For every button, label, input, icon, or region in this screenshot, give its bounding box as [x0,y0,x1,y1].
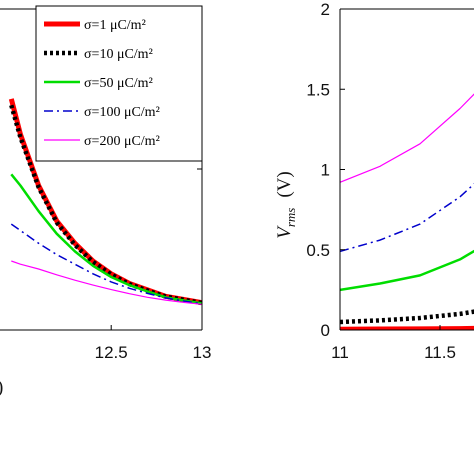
right-series-line-1 [340,325,474,330]
right-y-tick-label: 0 [321,321,330,340]
left-x-tick-label: 12.5 [95,343,128,362]
right-y-axis-label: Vrms (V) [274,171,298,239]
left-x-tick-label: 13 [193,343,212,362]
left-series-lines [8,98,202,306]
right-series-line-2 [340,309,474,325]
y-axis-label-symbol: V [274,225,295,239]
legend-items: σ=1 μC/m² σ=10 μC/m² σ=50 μC/m² σ=100 μC/m²… [44,18,160,149]
right-y-tick-label: 1.5 [306,80,330,99]
left-x-label-fragment: ) [0,377,3,398]
right-x-tick-label: 11.5 [424,343,456,362]
legend-label-1: σ=1 μC/m² [84,18,146,33]
legend-label-4: σ=100 μC/m² [84,105,160,120]
legend-label-3: σ=50 μC/m² [84,76,153,91]
legend-label-2: σ=10 μC/m² [84,47,153,62]
right-series-line-5 [340,93,474,183]
right-series-line-3 [340,249,474,292]
left-tick-labels: 12.5 13 [95,343,212,362]
right-series-lines [340,93,474,330]
right-y-tick-label: 1 [321,161,330,180]
legend-box [35,5,203,162]
right-axes-frame [339,8,474,331]
right-y-tick-label: 2 [321,0,330,19]
left-series-line-5 [11,260,202,305]
legend-label-5: σ=200 μC/m² [84,134,160,149]
right-x-tick-label: 11 [331,343,349,362]
y-axis-label: Vrms (V) [274,171,298,239]
left-series-line-4 [10,223,202,305]
y-axis-label-unit: (V) [274,171,295,197]
left-chart: 12.513 ) σ=1 μC/m²σ=10 μC/m²σ=50 μC/m²σ=… [0,5,212,398]
right-series-line-4 [340,183,474,253]
y-axis-label-subscript: rms [283,208,298,228]
right-y-tick-label: 0.5 [306,241,330,260]
legend: σ=1 μC/m² σ=10 μC/m² σ=50 μC/m² σ=100 μC/m²… [35,5,203,162]
